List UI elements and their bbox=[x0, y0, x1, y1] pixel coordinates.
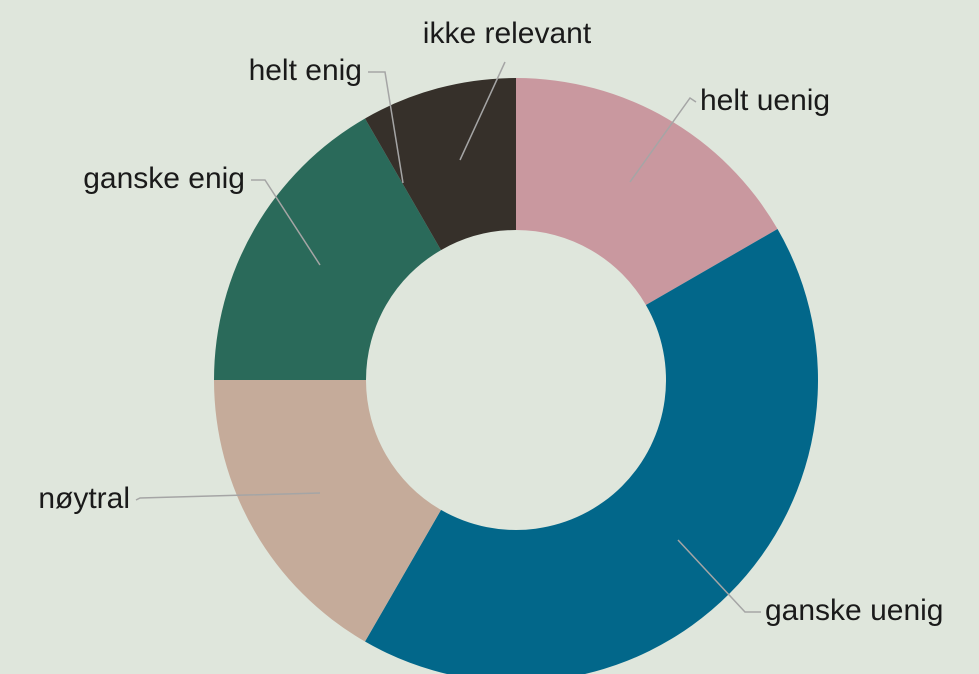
slice-label: ganske enig bbox=[83, 162, 245, 195]
leader-line bbox=[677, 539, 761, 613]
slice-label: helt uenig bbox=[700, 84, 830, 117]
donut-slice bbox=[516, 78, 778, 305]
donut-slice bbox=[365, 229, 819, 674]
leader-line bbox=[135, 492, 321, 501]
slice-label: nøytral bbox=[38, 482, 130, 515]
slice-label: helt enig bbox=[249, 54, 362, 87]
leader-line bbox=[368, 71, 404, 184]
slice-label: ganske uenig bbox=[765, 594, 943, 627]
leader-line bbox=[251, 179, 321, 266]
slice-label: ikke relevant bbox=[423, 17, 592, 50]
leader-line bbox=[629, 96, 697, 183]
donut-slice bbox=[213, 380, 441, 642]
leader-line bbox=[459, 61, 506, 161]
donut-slice bbox=[214, 118, 441, 380]
